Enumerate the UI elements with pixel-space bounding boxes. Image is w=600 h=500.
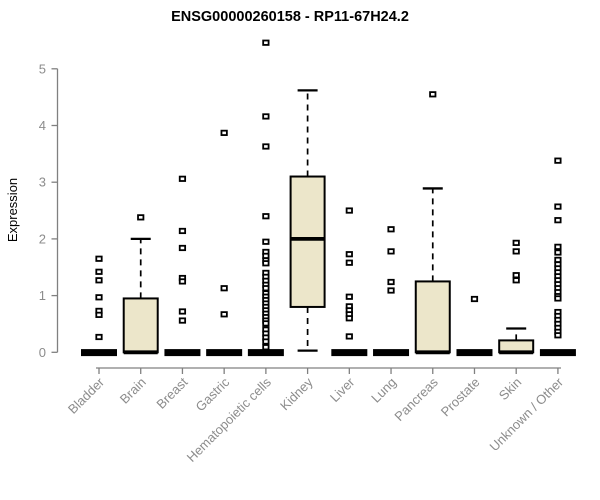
collapsed-box-bladder [81,349,117,357]
outlier-point [262,344,270,351]
outlier-point [178,317,187,324]
outlier-point [262,285,270,292]
box-kidney [289,175,326,308]
outlier-point [178,227,187,235]
y-tick-label: 0 [39,345,46,360]
x-axis-label-lung: Lung [368,375,399,406]
outlier-point [220,311,228,318]
outlier-point [137,214,145,221]
outlier-point [95,255,103,262]
chart-title: ENSG00000260158 - RP11-67H24.2 [171,9,409,25]
x-axis-label-brain: Brain [117,375,149,407]
x-axis-label-breast: Breast [153,374,190,411]
boxes-layer [81,39,576,357]
outlier-point [387,278,395,286]
outlier-point [178,175,187,182]
outlier-point [345,259,353,266]
x-axis-label-kidney: Kidney [277,374,316,413]
x-axis-label-prostate: Prostate [438,375,483,420]
outlier-point [262,320,270,327]
outlier-point [554,249,562,256]
outlier-point [95,277,103,284]
outlier-point [262,260,270,267]
outlier-point [262,213,270,220]
outlier-point [387,287,395,294]
outlier-point [345,251,353,258]
outlier-point [387,226,395,233]
y-tick-label: 1 [39,288,46,303]
y-tick-label: 4 [39,118,46,133]
outlier-point [262,338,270,345]
outlier-point [95,311,103,318]
outlier-point [178,244,187,252]
x-axis-label-liver: Liver [327,374,358,405]
outlier-point [345,207,353,214]
y-tick-label: 3 [39,175,46,190]
outlier-point [554,157,562,164]
outlier-point [512,272,520,279]
outlier-point [554,295,562,302]
outlier-point [512,277,520,284]
outlier-point [554,217,562,224]
collapsed-box-gastric [206,349,243,357]
x-axis-label-bladder: Bladder [65,374,108,417]
outlier-point [95,333,103,341]
outlier-point [512,239,520,246]
x-axis-label-pancreas: Pancreas [391,374,441,424]
collapsed-box-prostate [456,349,493,357]
y-axis-title: Expression [5,178,20,242]
outlier-point [95,294,103,301]
outlier-point [554,203,562,210]
collapsed-box-hematopoietic-cells [247,349,284,357]
outlier-point [95,268,103,275]
outlier-point [512,248,520,255]
collapsed-box-liver [331,349,368,357]
outlier-point [220,285,228,292]
collapsed-box-unknown-other [539,349,576,357]
box-pancreas [414,280,451,354]
outlier-point [470,295,479,303]
outlier-point [387,248,395,255]
outlier-point [262,238,270,245]
outlier-point [220,129,228,136]
outlier-point [345,293,353,300]
outlier-point [429,91,437,98]
outlier-point [345,333,353,340]
outlier-point [262,39,270,46]
collapsed-box-lung [373,349,410,357]
outlier-point [178,278,187,285]
outlier-point [345,315,353,322]
x-axis-label-skin: Skin [496,375,524,403]
outlier-point [554,243,562,250]
outlier-point [262,113,270,120]
x-axis-label-unknown-other: Unknown / Other [486,374,566,454]
y-tick-label: 2 [39,231,46,246]
collapsed-box-breast [164,349,201,357]
box-brain [122,297,159,354]
y-tick-label: 5 [39,61,46,76]
outlier-point [554,332,562,339]
x-axis-label-gastric: Gastric [193,374,233,414]
outlier-point [262,143,270,150]
outlier-point [178,308,187,315]
